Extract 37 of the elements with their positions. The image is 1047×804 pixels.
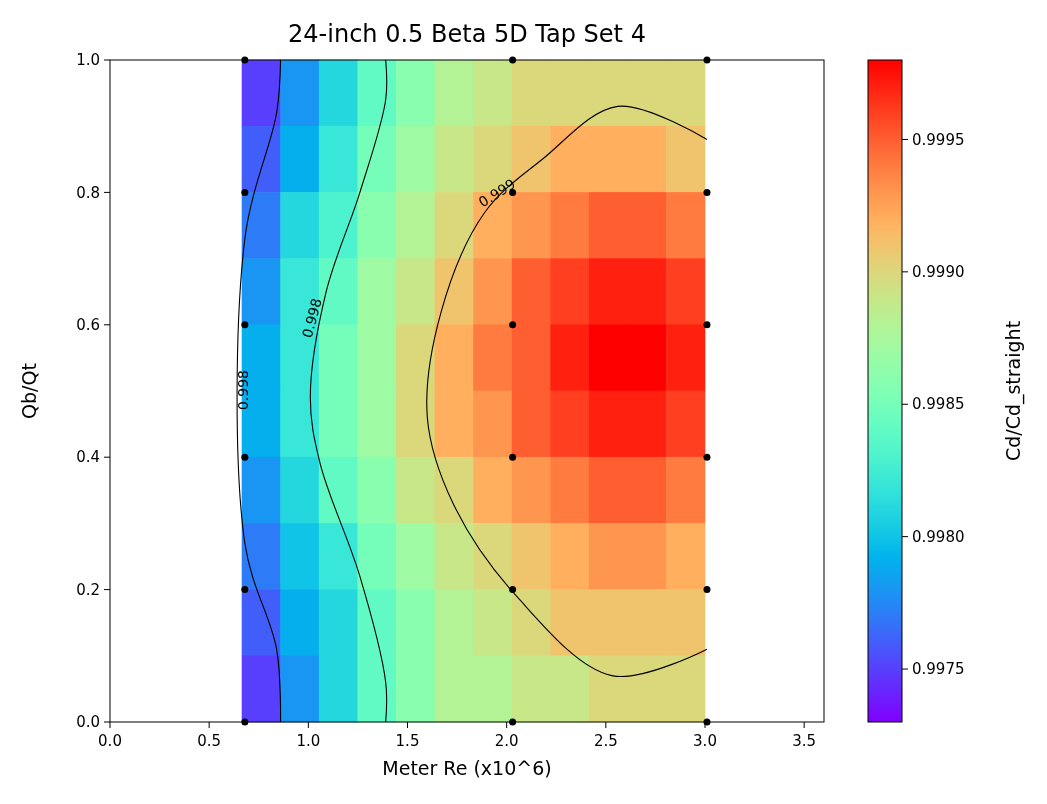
point bbox=[509, 586, 517, 594]
color-bar-label: 0.9995 bbox=[912, 130, 965, 149]
x-tick-label: 3.0 bbox=[693, 732, 717, 750]
point bbox=[509, 321, 517, 329]
y-tick-label: 0.8 bbox=[76, 183, 100, 202]
y-tick-label: 0.0 bbox=[76, 713, 100, 732]
x-tick-label: 1.5 bbox=[395, 732, 420, 750]
color-bar-label: 0.9980 bbox=[912, 527, 965, 546]
y-tick-label: 0.6 bbox=[76, 316, 100, 335]
x-tick-label: 2.0 bbox=[494, 732, 519, 750]
y-tick-label: 0.2 bbox=[76, 580, 100, 599]
line-series bbox=[426, 105, 708, 677]
x-tick-label: 3.5 bbox=[792, 732, 817, 750]
y-tick-label: 1.0 bbox=[76, 51, 100, 70]
point bbox=[703, 586, 711, 594]
point bbox=[241, 321, 249, 329]
annotation: 0.998 bbox=[234, 369, 251, 411]
point bbox=[241, 188, 249, 196]
color-bar-label: 0.9985 bbox=[912, 395, 965, 414]
point bbox=[241, 586, 249, 594]
color-bar-title: Cd/Cd_straight bbox=[1002, 320, 1025, 462]
chart-title: 24-inch 0.5 Beta 5D Tap Set 4 bbox=[288, 20, 646, 48]
x-axis-title: Meter Re (x10^6) bbox=[382, 757, 552, 779]
annotation: 0.998 bbox=[298, 296, 325, 340]
point bbox=[241, 453, 249, 461]
y-tick-label: 0.4 bbox=[76, 448, 100, 467]
x-tick-label: 0.0 bbox=[98, 732, 122, 750]
y-axis-title: Qb/Qt bbox=[18, 363, 40, 419]
point bbox=[509, 453, 517, 461]
color-bar-label: 0.9990 bbox=[912, 263, 965, 282]
x-tick-label: 2.5 bbox=[593, 732, 618, 750]
x-tick-label: 1.0 bbox=[296, 732, 321, 750]
point bbox=[703, 321, 711, 329]
x-tick-label: 0.5 bbox=[197, 732, 222, 750]
point bbox=[703, 453, 711, 461]
point bbox=[703, 188, 711, 196]
color-bar-label: 0.9975 bbox=[912, 660, 965, 679]
